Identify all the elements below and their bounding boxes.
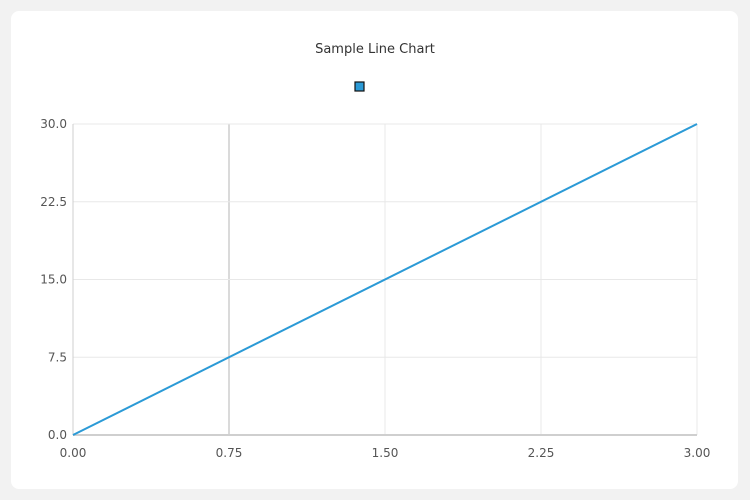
legend-marker[interactable] — [354, 81, 365, 92]
axes — [72, 124, 697, 436]
y-tick-label: 22.5 — [40, 195, 67, 209]
legend — [354, 81, 365, 92]
series-line — [72, 123, 698, 436]
x-tick-label: 0.00 — [60, 446, 87, 460]
y-tick-label: 30.0 — [40, 117, 67, 131]
chart-title: Sample Line Chart — [315, 42, 435, 57]
y-tick-label: 15.0 — [40, 273, 67, 287]
x-tick-label: 2.25 — [528, 446, 555, 460]
x-tick-label: 3.00 — [684, 446, 711, 460]
chart-card — [11, 11, 738, 489]
x-tick-label: 0.75 — [216, 446, 243, 460]
x-tick-label: 1.50 — [372, 446, 399, 460]
series-layer — [72, 123, 698, 436]
tick-labels: 0.00 0.75 1.50 2.25 3.00 0.0 7.5 15.0 22.5 30.0 — [40, 117, 710, 460]
y-tick-label: 7.5 — [48, 350, 67, 364]
y-tick-label: 0.0 — [48, 428, 67, 442]
